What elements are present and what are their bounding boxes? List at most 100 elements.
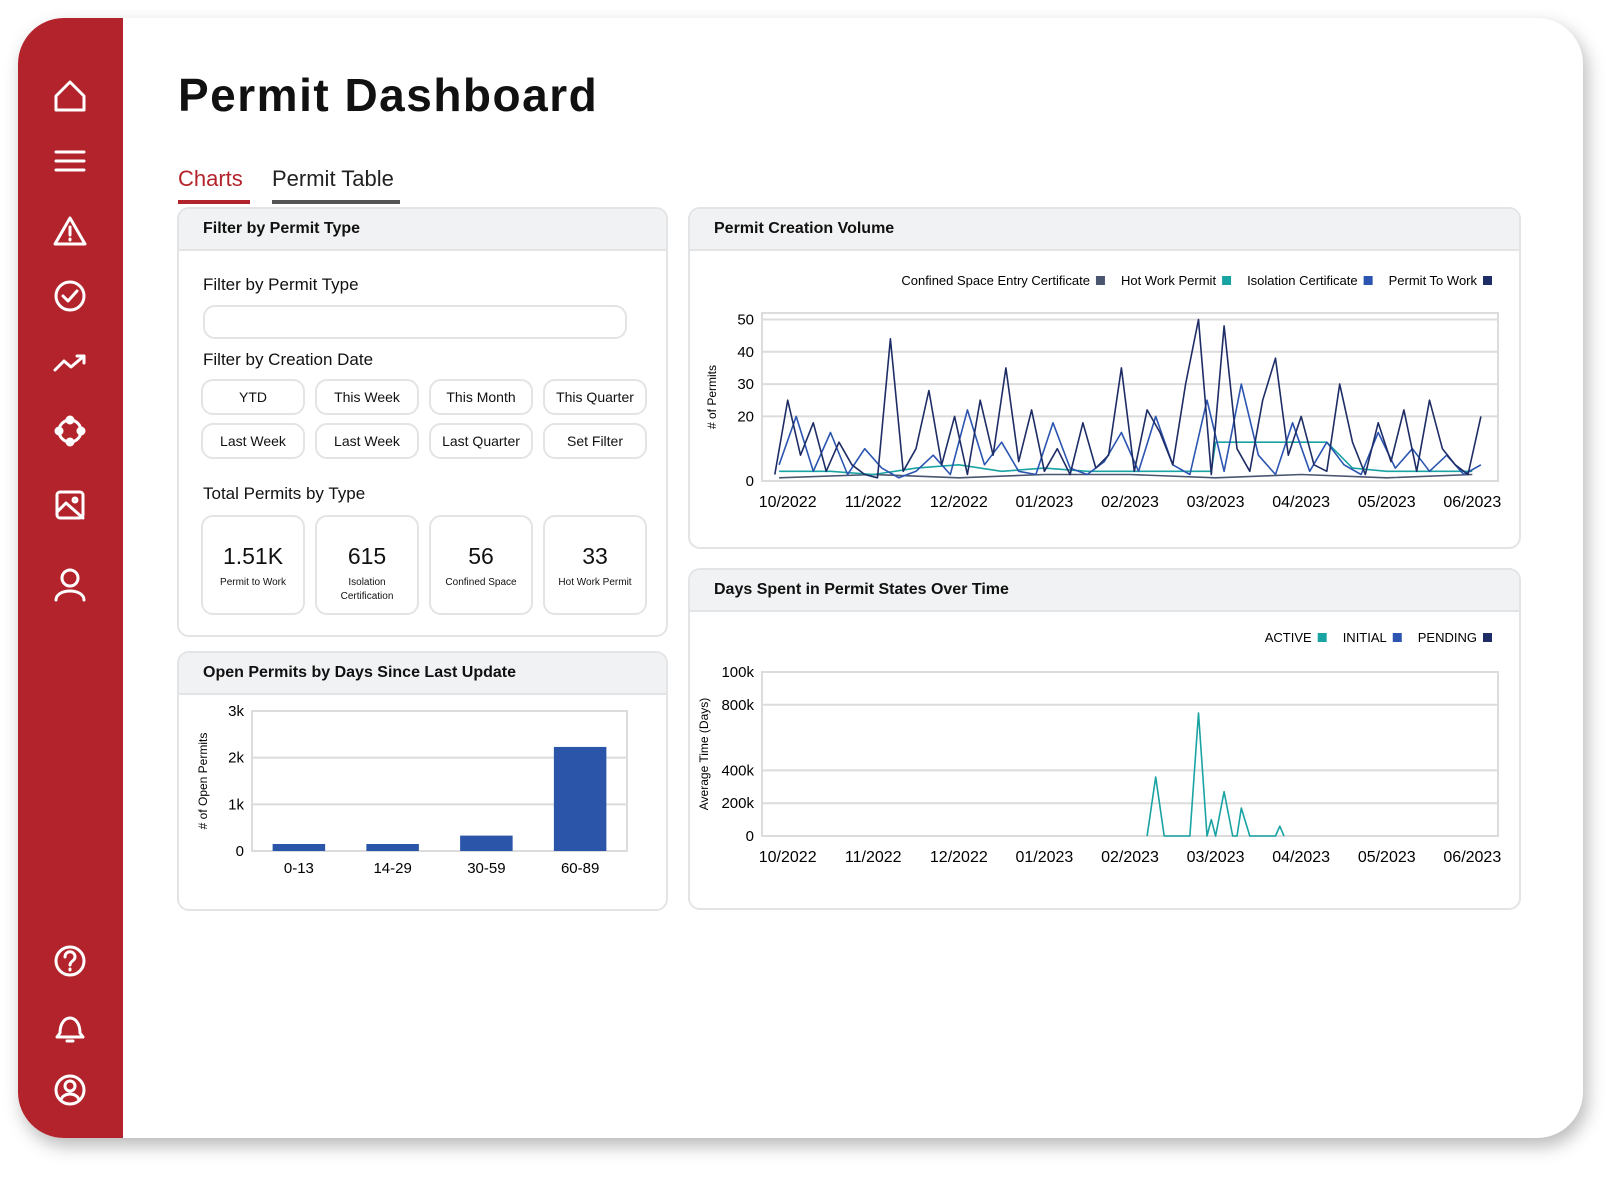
total-value: 56 <box>468 543 494 569</box>
series-line <box>779 473 1473 479</box>
x-tick-label: 11/2022 <box>845 494 902 511</box>
x-tick-label: 05/2023 <box>1358 494 1416 511</box>
legend-label: Confined Space Entry Certificate <box>901 273 1090 288</box>
date-button[interactable]: Set Filter <box>543 423 647 459</box>
legend-label: PENDING <box>1418 630 1477 645</box>
x-tick-label: 03/2023 <box>1187 494 1245 511</box>
sidebar <box>18 18 123 1138</box>
y-tick-label: 0 <box>236 843 244 860</box>
y-tick-label: 20 <box>737 408 754 425</box>
totals: 1.51K Permit to Work 615 Isolation Certific… <box>201 515 647 615</box>
x-tick-label: 30-59 <box>467 860 505 877</box>
image-icon[interactable] <box>55 490 85 520</box>
y-tick-label: 30 <box>737 376 754 393</box>
series-line <box>1146 712 1285 837</box>
page-title: Permit Dashboard <box>178 69 599 121</box>
legend-swatch <box>1363 276 1373 285</box>
app-frame: Permit Dashboard Charts Permit Table Fil… <box>18 18 1583 1138</box>
user-icon[interactable] <box>60 568 80 588</box>
tab[interactable]: Charts <box>178 166 250 204</box>
panel-title: Days Spent in Permit States Over Time <box>690 570 1519 612</box>
legend-label: Isolation Certificate <box>1247 273 1358 288</box>
total-card: 33 Hot Work Permit <box>543 515 647 615</box>
volume-panel: Permit Creation Volume 0 20 30 40 50 # of Per… <box>688 207 1521 549</box>
date-button[interactable]: YTD <box>201 379 305 415</box>
y-tick-label: 0 <box>746 828 754 845</box>
legend-label: ACTIVE <box>1265 630 1312 645</box>
date-button[interactable]: This Quarter <box>543 379 647 415</box>
date-button[interactable]: Last Week <box>201 423 305 459</box>
y-tick-label: 50 <box>737 311 754 328</box>
x-tick-label: 10/2022 <box>759 849 817 866</box>
panel-title: Filter by Permit Type <box>179 209 666 251</box>
date-button[interactable]: This Week <box>315 379 419 415</box>
legend-swatch <box>1483 633 1492 642</box>
x-tick-label: 0-13 <box>284 860 314 877</box>
total-value: 33 <box>582 543 608 569</box>
menu-icon[interactable] <box>54 150 86 172</box>
permit-type-input[interactable] <box>203 305 627 339</box>
tab[interactable]: Permit Table <box>272 166 400 204</box>
x-tick-label: 06/2023 <box>1443 494 1501 511</box>
alert-icon[interactable] <box>53 216 87 246</box>
trend-icon[interactable] <box>53 354 86 372</box>
panel-title: Open Permits by Days Since Last Update <box>179 653 666 695</box>
chart: 0 1k 2k 3k # of Open Permits 0-13 14-29 30-59 60… <box>196 703 628 877</box>
check-icon[interactable] <box>54 280 86 312</box>
total-value: 615 <box>347 543 387 569</box>
date-buttons: YTD This Week This Month This Quarter Last W… <box>201 379 647 459</box>
x-tick-label: 01/2023 <box>1015 849 1073 866</box>
y-axis-label: # of Permits <box>705 365 719 429</box>
network-icon[interactable] <box>57 418 83 444</box>
x-tick-label: 02/2023 <box>1101 494 1159 511</box>
legend-swatch <box>1392 633 1402 642</box>
panel-title: Permit Creation Volume <box>690 209 1519 251</box>
account-icon[interactable] <box>54 1074 86 1106</box>
help-icon[interactable] <box>54 945 86 977</box>
x-tick-label: 10/2022 <box>759 494 817 511</box>
bar-panel: Open Permits by Days Since Last Update 0… <box>177 651 668 911</box>
date-button[interactable]: Last Week <box>315 423 419 459</box>
filter-panel: Filter by Permit Type Filter by Permit T… <box>177 207 668 637</box>
x-tick-label: 11/2022 <box>845 849 902 866</box>
x-tick-label: 02/2023 <box>1101 849 1159 866</box>
x-tick-label: 06/2023 <box>1443 849 1501 866</box>
total-card: 56 Confined Space <box>429 515 533 615</box>
bar <box>553 746 607 851</box>
y-tick-label: 800k <box>721 697 754 714</box>
y-tick-label: 40 <box>737 344 754 361</box>
series-line <box>779 441 1473 476</box>
legend-label: INITIAL <box>1343 630 1387 645</box>
y-tick-label: 200k <box>721 795 754 812</box>
x-tick-label: 05/2023 <box>1358 849 1416 866</box>
total-label: Confined Space <box>445 577 517 588</box>
series-line <box>774 318 1482 479</box>
date-button[interactable]: This Month <box>429 379 533 415</box>
legend-swatch <box>1483 276 1492 285</box>
plot-frame <box>761 312 1499 482</box>
bell-icon[interactable] <box>55 1016 85 1043</box>
legend-label: Hot Work Permit <box>1121 273 1216 288</box>
y-tick-label: 2k <box>228 750 244 767</box>
total-value: 1.51K <box>222 543 284 569</box>
home-icon[interactable] <box>54 80 86 112</box>
x-tick-label: 12/2022 <box>930 849 988 866</box>
x-tick-label: 03/2023 <box>1187 849 1245 866</box>
bar <box>460 835 513 851</box>
legend-label: Permit To Work <box>1389 273 1478 288</box>
series-line <box>778 383 1482 479</box>
total-card: 615 Isolation Certification <box>315 515 419 615</box>
field-label: Total Permits by Type <box>203 484 366 503</box>
x-tick-label: 04/2023 <box>1272 494 1330 511</box>
bar <box>272 844 326 851</box>
chart: 0 200k 400k 800k 100k Average Time (Days) 10/2… <box>697 630 1501 866</box>
y-tick-label: 100k <box>721 664 754 681</box>
total-label: Hot Work Permit <box>558 577 632 588</box>
y-tick-label: 1k <box>228 796 244 813</box>
field-label: Filter by Creation Date <box>203 350 374 369</box>
chart: 0 20 30 40 50 # of Permits 10/2022 11/2022 12/20… <box>705 273 1501 511</box>
date-button[interactable]: Last Quarter <box>429 423 533 459</box>
legend-swatch <box>1222 276 1232 285</box>
